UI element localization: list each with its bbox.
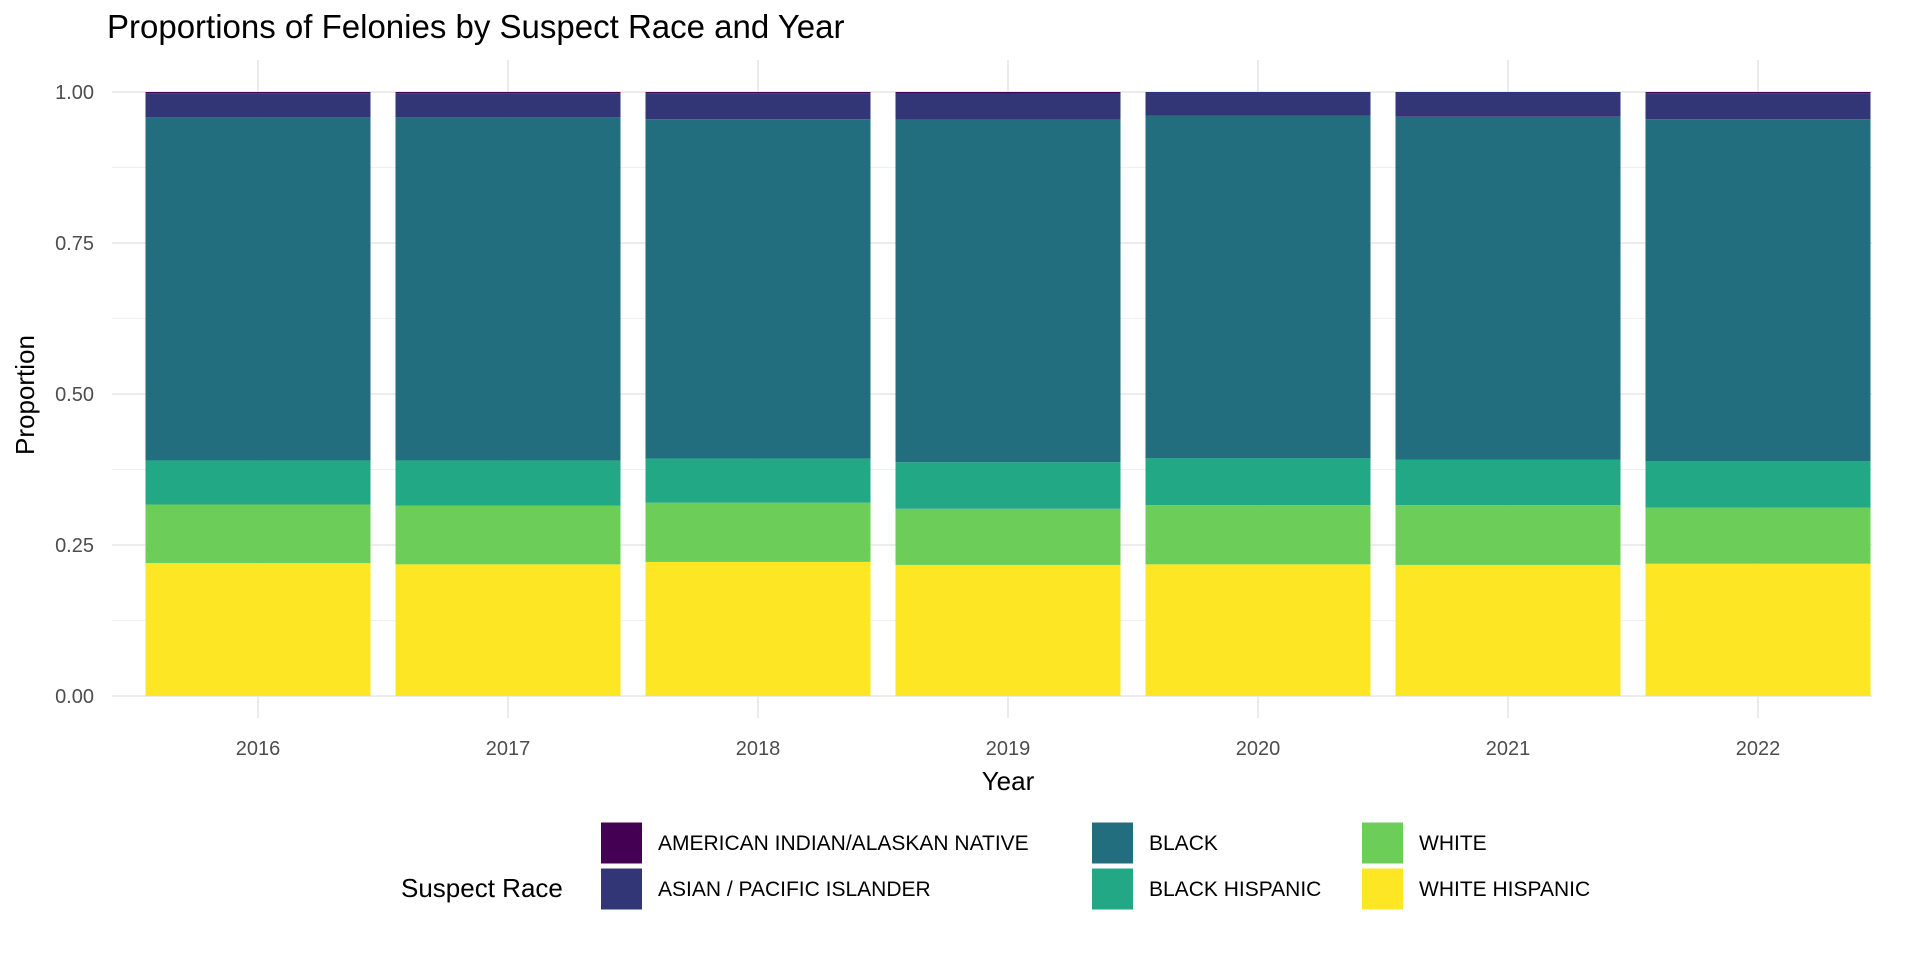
bar-segment: WHITE HISPANIC 2022: 0.219 (1645, 563, 1871, 696)
bar-segment: BLACK HISPANIC 2017: 0.075 (395, 460, 621, 506)
legend-label: ASIAN / PACIFIC ISLANDER (658, 878, 931, 901)
bar-segment: ASIAN / PACIFIC ISLANDER 2021: 0.041 (1395, 92, 1621, 117)
y-tick-label: 0.75 (55, 233, 94, 255)
bar-segment: WHITE 2018: 0.098 (645, 502, 871, 562)
x-tick-label: 2019 (986, 738, 1031, 760)
bar-segment: BLACK 2016: 0.568 (145, 117, 371, 461)
legend-swatch (1092, 868, 1133, 910)
bar-segment: ASIAN / PACIFIC ISLANDER 2020: 0.039 (1145, 92, 1371, 116)
x-tick-label: 2016 (236, 738, 281, 760)
y-tick-label: 1.00 (55, 82, 94, 104)
legend-title: Suspect Race (401, 873, 563, 903)
bar-segment: AMERICAN INDIAN/ALASKAN NATIVE 2022: 0.0… (1645, 92, 1871, 94)
y-axis: 0.00 0.25 0.50 0.75 1.00 (55, 82, 94, 708)
legend: Suspect Race AMERICAN INDIAN/ALASKAN NAT… (401, 822, 1590, 910)
bar-segment: AMERICAN INDIAN/ALASKAN NATIVE 2018: 0.0… (645, 92, 871, 94)
bars-layer: WHITE HISPANIC 2016: 0.22WHITE 2016: 0.0… (145, 92, 1871, 696)
legend-label: BLACK (1149, 832, 1218, 855)
x-tick-label: 2022 (1736, 738, 1781, 760)
bar-segment: WHITE 2021: 0.099 (1395, 505, 1621, 565)
bar-segment: WHITE 2022: 0.093 (1645, 507, 1871, 564)
x-axis: 2016 2017 2018 2019 2020 2021 2022 (236, 738, 1781, 760)
x-tick-label: 2021 (1486, 738, 1531, 760)
legend-swatch (601, 868, 642, 910)
bar-segment: BLACK HISPANIC 2021: 0.075 (1395, 459, 1621, 506)
bar-segment: WHITE HISPANIC 2021: 0.217 (1395, 564, 1621, 696)
bar-segment: ASIAN / PACIFIC ISLANDER 2018: 0.043 (645, 93, 871, 120)
chart-title: Proportions of Felonies by Suspect Race … (107, 8, 844, 45)
bar-segment: ASIAN / PACIFIC ISLANDER 2017: 0.04 (395, 93, 621, 118)
bar-segment: WHITE 2019: 0.093 (895, 508, 1121, 565)
bar-segment: ASIAN / PACIFIC ISLANDER 2019: 0.043 (895, 93, 1121, 120)
bar-segment: AMERICAN INDIAN/ALASKAN NATIVE 2017: 0.0… (395, 92, 621, 94)
legend-swatch (601, 822, 642, 864)
bar-segment: BLACK HISPANIC 2016: 0.073 (145, 460, 371, 505)
bar-segment: BLACK 2022: 0.566 (1645, 119, 1871, 462)
bar-segment: WHITE HISPANIC 2020: 0.218 (1145, 564, 1371, 696)
bar-segment: BLACK HISPANIC 2019: 0.077 (895, 462, 1121, 509)
x-tick-label: 2020 (1236, 738, 1281, 760)
bar-segment: WHITE 2016: 0.097 (145, 504, 371, 564)
bar-segment: WHITE 2020: 0.098 (1145, 505, 1371, 565)
bar-segment: ASIAN / PACIFIC ISLANDER 2022: 0.043 (1645, 93, 1871, 120)
bar-segment: BLACK 2019: 0.567 (895, 119, 1121, 463)
legend-label: WHITE HISPANIC (1419, 878, 1590, 901)
x-tick-label: 2018 (736, 738, 781, 760)
bar-segment: AMERICAN INDIAN/ALASKAN NATIVE 2016: 0.0… (145, 92, 371, 94)
y-tick-label: 0.50 (55, 384, 94, 406)
x-tick-label: 2017 (486, 738, 531, 760)
legend-label: BLACK HISPANIC (1149, 878, 1321, 901)
bar-segment: ASIAN / PACIFIC ISLANDER 2016: 0.04 (145, 93, 371, 118)
legend-swatch (1362, 868, 1403, 910)
y-tick-label: 0.25 (55, 535, 94, 557)
bar-segment: AMERICAN INDIAN/ALASKAN NATIVE 2019: 0.0… (895, 92, 1121, 94)
legend-swatch (1362, 822, 1403, 864)
y-axis-title: Proportion (10, 335, 40, 455)
bar-segment: BLACK 2017: 0.568 (395, 117, 621, 461)
bar-segment: WHITE 2017: 0.097 (395, 505, 621, 565)
bar-segment: BLACK 2021: 0.568 (1395, 116, 1621, 460)
x-axis-title: Year (982, 766, 1035, 796)
bar-segment: BLACK 2020: 0.567 (1145, 115, 1371, 459)
legend-swatch (1092, 822, 1133, 864)
bar-segment: WHITE HISPANIC 2019: 0.217 (895, 564, 1121, 696)
legend-label: WHITE (1419, 832, 1487, 855)
bar-segment: BLACK HISPANIC 2020: 0.078 (1145, 458, 1371, 506)
bar-segment: BLACK HISPANIC 2018: 0.073 (645, 458, 871, 503)
y-tick-label: 0.00 (55, 686, 94, 708)
legend-label: AMERICAN INDIAN/ALASKAN NATIVE (658, 832, 1029, 855)
bar-segment: WHITE HISPANIC 2017: 0.218 (395, 564, 621, 696)
bar-segment: BLACK HISPANIC 2022: 0.077 (1645, 461, 1871, 508)
bar-segment: WHITE HISPANIC 2016: 0.22 (145, 563, 371, 696)
bar-segment: WHITE HISPANIC 2018: 0.222 (645, 561, 871, 696)
bar-segment: BLACK 2018: 0.562 (645, 119, 871, 459)
